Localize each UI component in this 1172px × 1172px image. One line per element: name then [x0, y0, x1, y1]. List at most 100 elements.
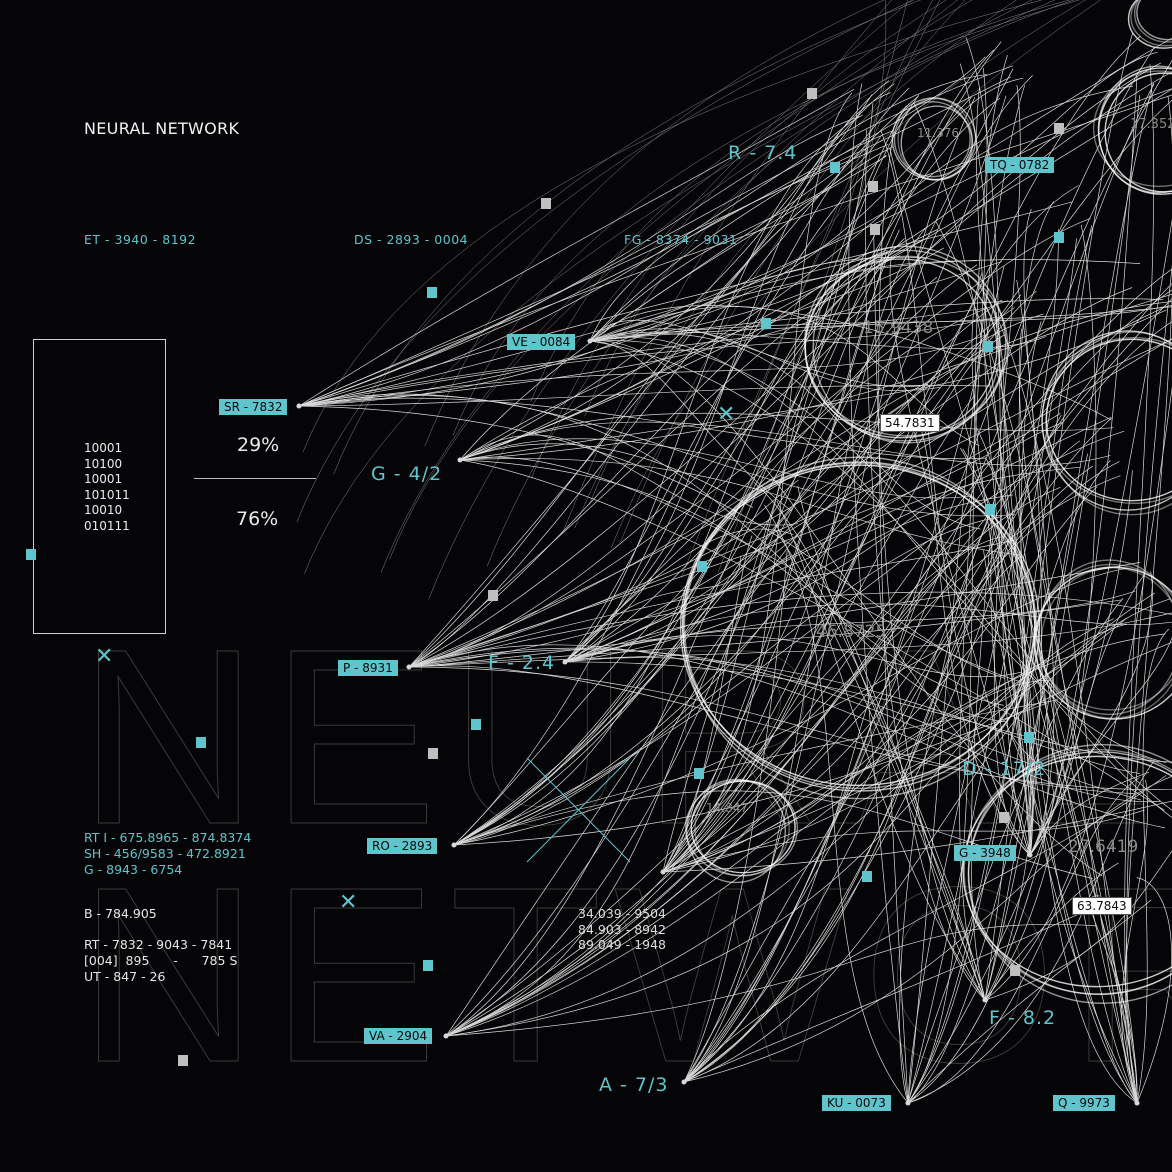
network-arc — [681, 0, 940, 578]
network-ring — [1133, 0, 1172, 43]
node-dot — [451, 842, 457, 848]
network-edge — [1126, 264, 1172, 1104]
network-edge — [445, 554, 790, 1037]
network-edge — [564, 313, 1044, 663]
network-edge — [662, 641, 1172, 873]
network-edge — [907, 225, 1093, 1104]
node-dot — [406, 664, 412, 670]
network-ring — [1037, 559, 1172, 716]
network-arc — [740, 0, 933, 442]
network-edge — [589, 306, 980, 446]
network-edge — [984, 386, 1172, 1001]
network-arc — [296, 0, 915, 523]
network-arc — [486, 0, 958, 567]
network-edge — [907, 899, 1152, 1104]
network-edge — [453, 299, 1003, 846]
network-arc — [424, 0, 885, 447]
network-edge — [564, 114, 863, 663]
square-marker-icon — [807, 88, 817, 99]
network-ring — [1045, 338, 1172, 502]
network-edge — [445, 283, 1172, 1037]
network-edge — [662, 800, 1172, 873]
network-arc — [777, 0, 887, 441]
network-edge — [453, 49, 995, 846]
network-edge — [459, 92, 891, 461]
network-edge — [662, 95, 1007, 873]
network-edge — [907, 85, 1026, 1104]
stat-row: SH - 456/9583 - 472.8921 — [84, 846, 246, 861]
coord-row: 84.903 - 8942 — [578, 921, 667, 937]
network-edge — [298, 76, 1011, 407]
network-edge — [408, 416, 1112, 668]
network-edge — [990, 530, 1031, 856]
network-edge — [408, 599, 1123, 668]
network-edge — [976, 87, 1033, 856]
network-edge — [564, 661, 1172, 763]
watermark-line-2: NETWORK — [78, 835, 1172, 1114]
square-marker-icon — [694, 768, 704, 779]
network-edge — [984, 288, 1031, 856]
network-edge — [445, 923, 1097, 1037]
network-edge — [984, 33, 1133, 1001]
network-edge — [589, 77, 1024, 342]
stat-row: RT I - 675.8965 - 874.8374 — [84, 830, 252, 845]
square-marker-icon — [488, 590, 498, 601]
code-et: ET - 3940 - 8192 — [84, 232, 197, 247]
network-edge — [662, 185, 1079, 873]
network-ring — [962, 755, 1172, 988]
close-icon: ✕ — [717, 402, 736, 427]
node-dot — [587, 338, 593, 344]
network-edge — [459, 85, 1134, 461]
network-edge — [459, 89, 1172, 461]
network-edge — [1010, 535, 1138, 1104]
square-marker-icon — [1054, 123, 1064, 134]
network-edge — [984, 280, 1042, 1001]
network-ring — [893, 101, 971, 178]
network-edge — [453, 99, 1172, 846]
square-marker-icon — [985, 504, 995, 515]
node-value-3: 15.9438 — [863, 318, 934, 338]
node-value-2: 17.352 — [1130, 117, 1172, 132]
stat-rt: RT - 7832 - 9043 - 7841 — [84, 937, 233, 952]
coordinates-block: 34.039 - 9504 84.903 - 8942 89.049 - 194… — [578, 906, 666, 953]
percent-divider — [194, 478, 316, 479]
network-edge — [408, 146, 893, 668]
page-title: NEURAL NETWORK — [84, 119, 240, 138]
network-edge — [662, 535, 753, 873]
network-edge — [683, 598, 1171, 1083]
network-ring — [690, 780, 796, 874]
network-arc — [531, 0, 947, 479]
network-edge — [662, 290, 1037, 873]
node-dot — [982, 997, 988, 1003]
network-arc — [302, 0, 1043, 453]
network-edge — [774, 528, 986, 1001]
network-edge — [662, 617, 1128, 873]
network-edge — [1029, 571, 1153, 856]
tag-g: G - 3948 — [954, 845, 1016, 861]
network-edge — [453, 430, 1125, 846]
network-edge — [298, 88, 855, 407]
network-edge — [683, 775, 1167, 1083]
value-tag-a: 54.7831 — [880, 414, 940, 432]
network-edge — [408, 649, 1142, 801]
stat-b: B - 784.905 — [84, 906, 157, 921]
network-edge — [960, 447, 1138, 1104]
square-marker-icon — [423, 960, 433, 971]
accent-line — [526, 757, 631, 863]
network-arc — [452, 0, 1080, 436]
network-edge — [589, 340, 792, 512]
label-g: G - 4/2 — [371, 463, 443, 485]
network-edge — [662, 35, 1142, 873]
network-edge — [453, 238, 905, 846]
network-edge — [445, 289, 1172, 1037]
value-tag-b: 63.7843 — [1072, 897, 1132, 915]
network-edge — [1023, 672, 1138, 1104]
network-edge — [408, 539, 1015, 668]
square-marker-icon — [761, 318, 771, 329]
tag-ro: RO - 2893 — [367, 838, 438, 854]
network-edge — [589, 340, 1172, 818]
network-edge — [662, 250, 888, 873]
network-ring — [1097, 65, 1172, 194]
code-fg: FG - 8374 - 9031 — [624, 232, 738, 247]
network-edge — [459, 293, 1172, 461]
